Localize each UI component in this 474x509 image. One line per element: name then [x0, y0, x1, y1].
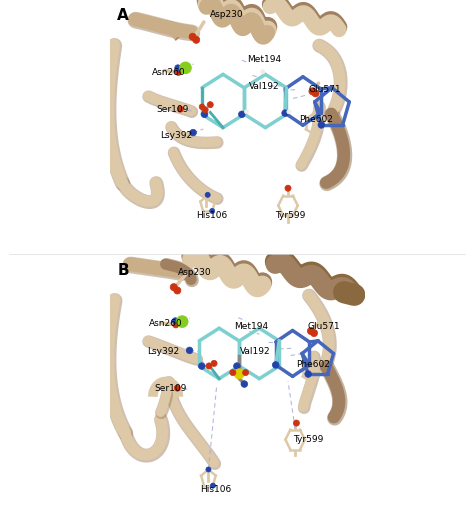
Circle shape: [192, 37, 200, 44]
Text: Asp230: Asp230: [178, 268, 212, 277]
Circle shape: [309, 89, 316, 96]
Circle shape: [282, 110, 288, 117]
Circle shape: [234, 369, 244, 379]
Text: Lsy392: Lsy392: [161, 130, 192, 139]
Circle shape: [174, 287, 181, 294]
Text: His106: His106: [200, 484, 231, 493]
Circle shape: [261, 71, 265, 75]
Circle shape: [238, 112, 245, 119]
Text: Asn260: Asn260: [152, 68, 185, 77]
Circle shape: [310, 330, 318, 337]
Circle shape: [241, 381, 247, 388]
Circle shape: [180, 63, 191, 74]
Text: Val192: Val192: [248, 82, 279, 91]
Circle shape: [207, 102, 213, 108]
Text: Glu571: Glu571: [307, 321, 340, 330]
Text: B: B: [117, 262, 129, 277]
Circle shape: [175, 66, 181, 72]
Circle shape: [234, 363, 240, 370]
Text: Tyr599: Tyr599: [275, 211, 306, 219]
Text: Lsy392: Lsy392: [147, 347, 179, 356]
Text: Met194: Met194: [235, 321, 269, 330]
Text: Asp230: Asp230: [210, 10, 244, 18]
Circle shape: [318, 122, 325, 129]
Circle shape: [170, 284, 177, 291]
Text: Ser109: Ser109: [154, 384, 186, 392]
Circle shape: [176, 316, 188, 328]
Text: His106: His106: [196, 211, 228, 219]
Circle shape: [177, 107, 183, 113]
Circle shape: [172, 318, 178, 324]
Text: Phe602: Phe602: [300, 115, 333, 124]
Circle shape: [211, 360, 217, 366]
Circle shape: [285, 186, 291, 192]
Circle shape: [174, 385, 181, 391]
Circle shape: [287, 110, 291, 115]
Text: Val192: Val192: [239, 347, 270, 356]
Circle shape: [312, 91, 319, 98]
Circle shape: [206, 467, 211, 472]
Text: Met194: Met194: [247, 55, 282, 64]
Circle shape: [205, 193, 210, 198]
Circle shape: [243, 370, 249, 376]
Circle shape: [210, 483, 216, 488]
Text: Glu571: Glu571: [309, 84, 341, 94]
Circle shape: [199, 105, 205, 110]
Circle shape: [293, 420, 300, 426]
Text: Phe602: Phe602: [296, 359, 329, 369]
Circle shape: [186, 347, 193, 354]
Circle shape: [305, 371, 311, 378]
Circle shape: [190, 130, 196, 136]
Circle shape: [175, 70, 182, 76]
Text: A: A: [117, 8, 129, 22]
Circle shape: [210, 209, 215, 214]
Circle shape: [173, 322, 179, 328]
Circle shape: [189, 34, 196, 41]
Circle shape: [201, 112, 208, 119]
Text: Tyr599: Tyr599: [293, 435, 323, 443]
Text: Ser109: Ser109: [157, 105, 189, 114]
Circle shape: [199, 363, 205, 370]
Circle shape: [245, 110, 248, 115]
Circle shape: [307, 328, 315, 335]
Circle shape: [206, 363, 212, 369]
Circle shape: [230, 370, 236, 376]
Circle shape: [273, 362, 279, 369]
Text: Asn260: Asn260: [149, 319, 182, 328]
Polygon shape: [155, 20, 186, 41]
Circle shape: [202, 107, 208, 114]
